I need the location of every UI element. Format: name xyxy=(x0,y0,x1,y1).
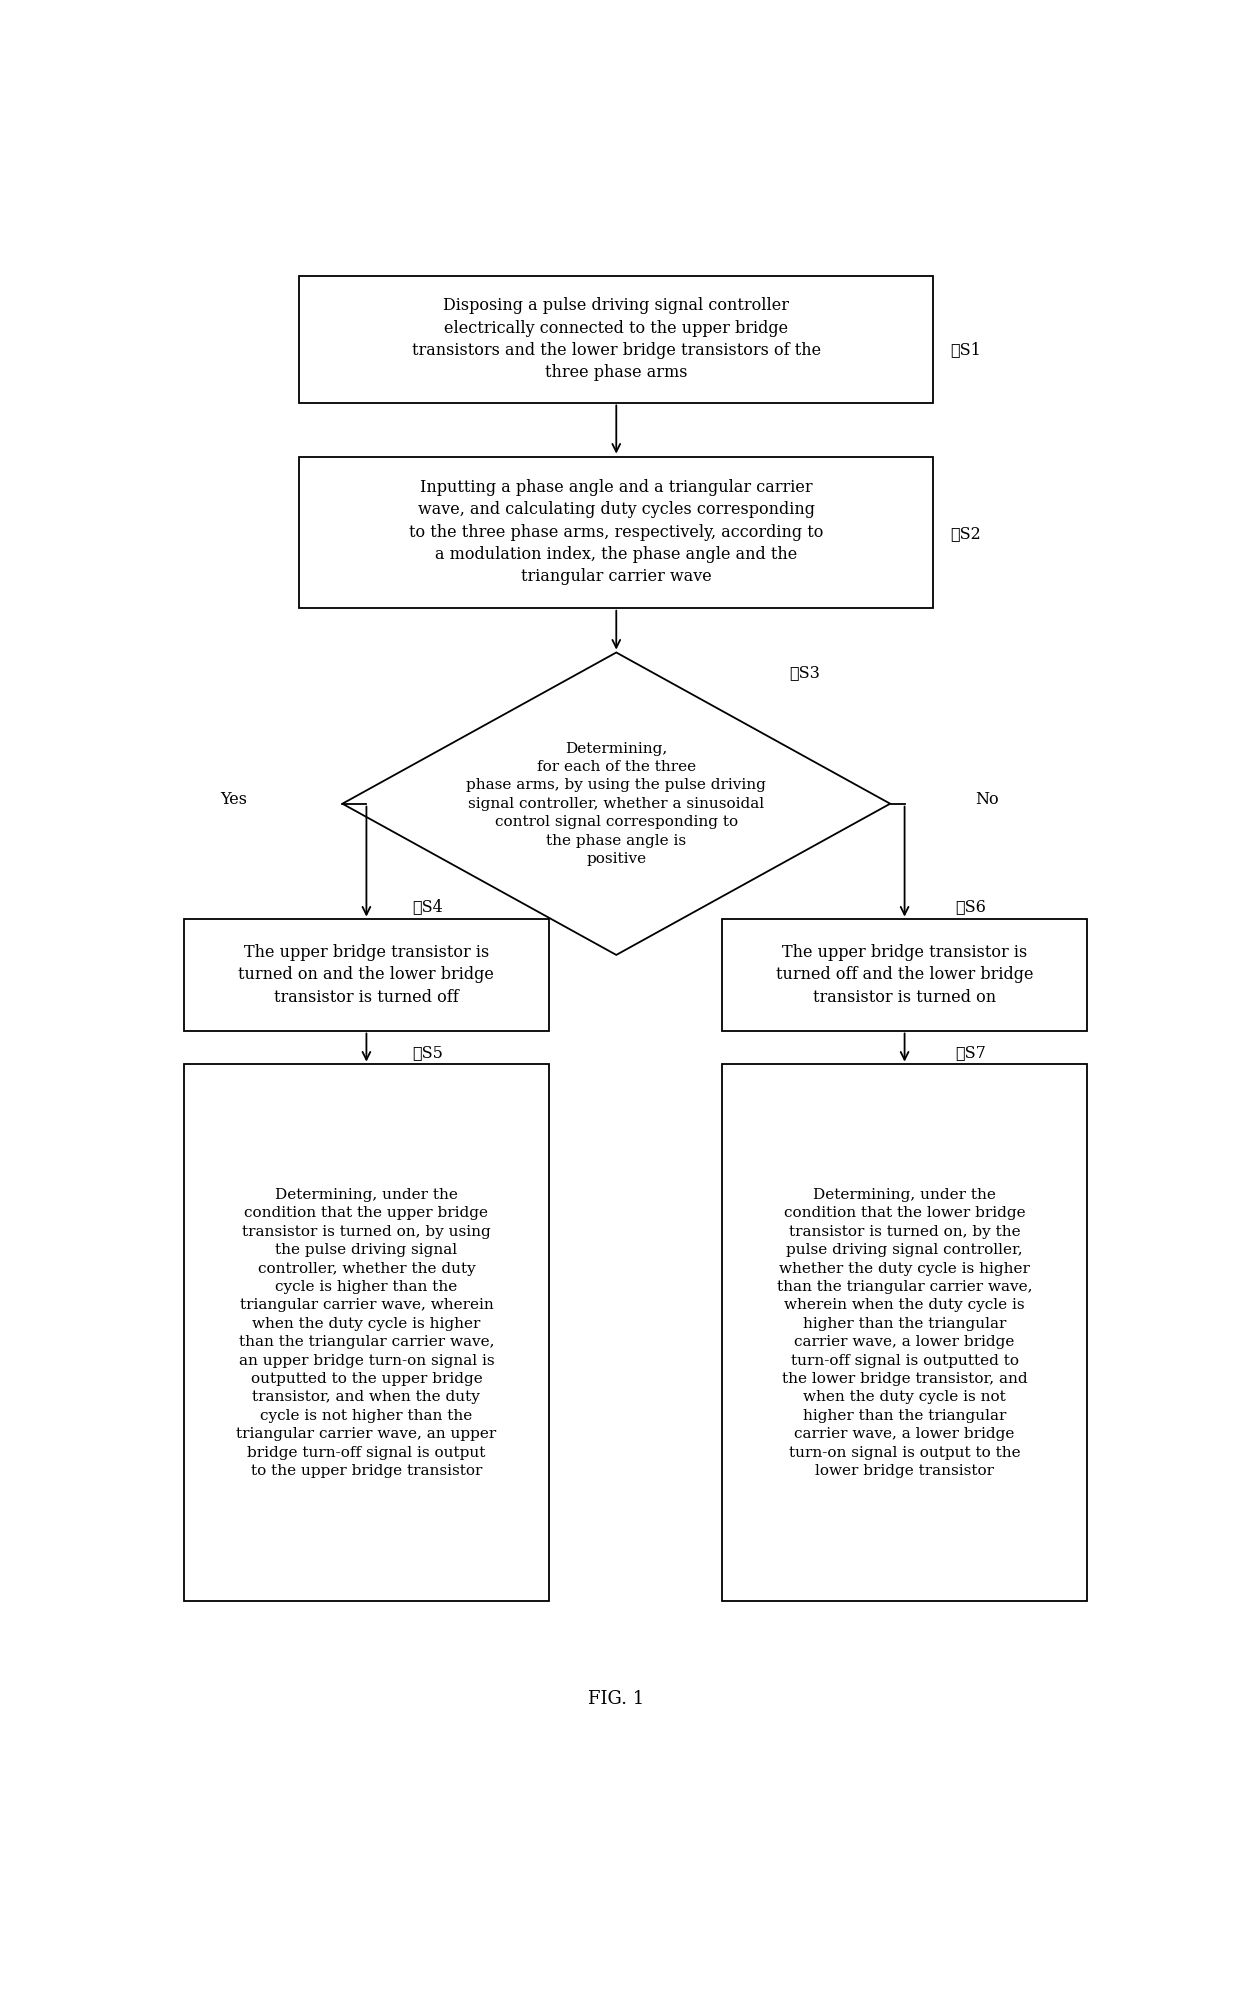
Text: FIG. 1: FIG. 1 xyxy=(588,1689,645,1707)
Text: ⌒S6: ⌒S6 xyxy=(956,898,986,916)
Text: Disposing a pulse driving signal controller
electrically connected to the upper : Disposing a pulse driving signal control… xyxy=(412,297,821,381)
FancyBboxPatch shape xyxy=(722,920,1087,1030)
Text: ⌒S2: ⌒S2 xyxy=(951,525,981,543)
Text: ⌒S4: ⌒S4 xyxy=(413,898,443,916)
Text: ⌒S1: ⌒S1 xyxy=(951,341,982,359)
Text: Inputting a phase angle and a triangular carrier
wave, and calculating duty cycl: Inputting a phase angle and a triangular… xyxy=(409,479,823,585)
Text: Determining, under the
condition that the lower bridge
transistor is turned on, : Determining, under the condition that th… xyxy=(776,1188,1033,1479)
Text: No: No xyxy=(975,790,998,808)
Text: ⌒S5: ⌒S5 xyxy=(413,1044,444,1060)
FancyBboxPatch shape xyxy=(299,277,934,403)
FancyBboxPatch shape xyxy=(184,1064,549,1601)
FancyBboxPatch shape xyxy=(299,457,934,607)
Text: ⌒S3: ⌒S3 xyxy=(789,663,820,681)
FancyBboxPatch shape xyxy=(722,1064,1087,1601)
Text: The upper bridge transistor is
turned off and the lower bridge
transistor is tur: The upper bridge transistor is turned of… xyxy=(776,944,1033,1006)
Text: Determining, under the
condition that the upper bridge
transistor is turned on, : Determining, under the condition that th… xyxy=(237,1188,496,1479)
FancyBboxPatch shape xyxy=(184,920,549,1030)
Text: Yes: Yes xyxy=(221,790,247,808)
Text: ⌒S7: ⌒S7 xyxy=(956,1044,986,1060)
Polygon shape xyxy=(342,653,890,956)
Text: The upper bridge transistor is
turned on and the lower bridge
transistor is turn: The upper bridge transistor is turned on… xyxy=(238,944,495,1006)
Text: Determining,
for each of the three
phase arms, by using the pulse driving
signal: Determining, for each of the three phase… xyxy=(466,741,766,866)
